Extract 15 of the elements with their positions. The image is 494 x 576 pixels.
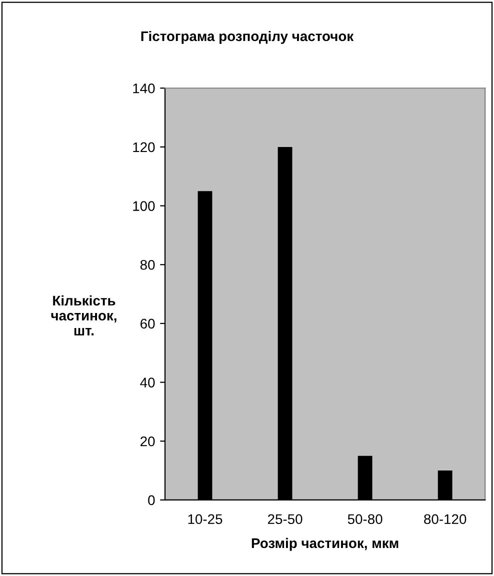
y-tick-label: 0 xyxy=(148,495,155,506)
x-tick-label: 25-50 xyxy=(268,514,302,524)
y-tick-label: 80 xyxy=(140,260,155,270)
x-tick-label: 80-120 xyxy=(424,514,466,524)
x-axis-title: Розмір частинок, мкм xyxy=(252,538,398,551)
y-tick-label: 60 xyxy=(140,318,155,329)
chart-title: Гістограма розподілу часточок xyxy=(141,30,354,44)
y-tick-label: 140 xyxy=(133,83,155,94)
y-tick-label: 40 xyxy=(140,378,155,388)
y-tick-label: 120 xyxy=(133,142,155,152)
x-tick-label: 10-25 xyxy=(188,514,222,524)
x-tick-label: 50-80 xyxy=(348,514,382,524)
y-tick-label: 100 xyxy=(133,201,155,211)
y-axis-title: Кількість частинок, шт. xyxy=(51,295,116,336)
y-tick-label: 20 xyxy=(140,436,155,446)
